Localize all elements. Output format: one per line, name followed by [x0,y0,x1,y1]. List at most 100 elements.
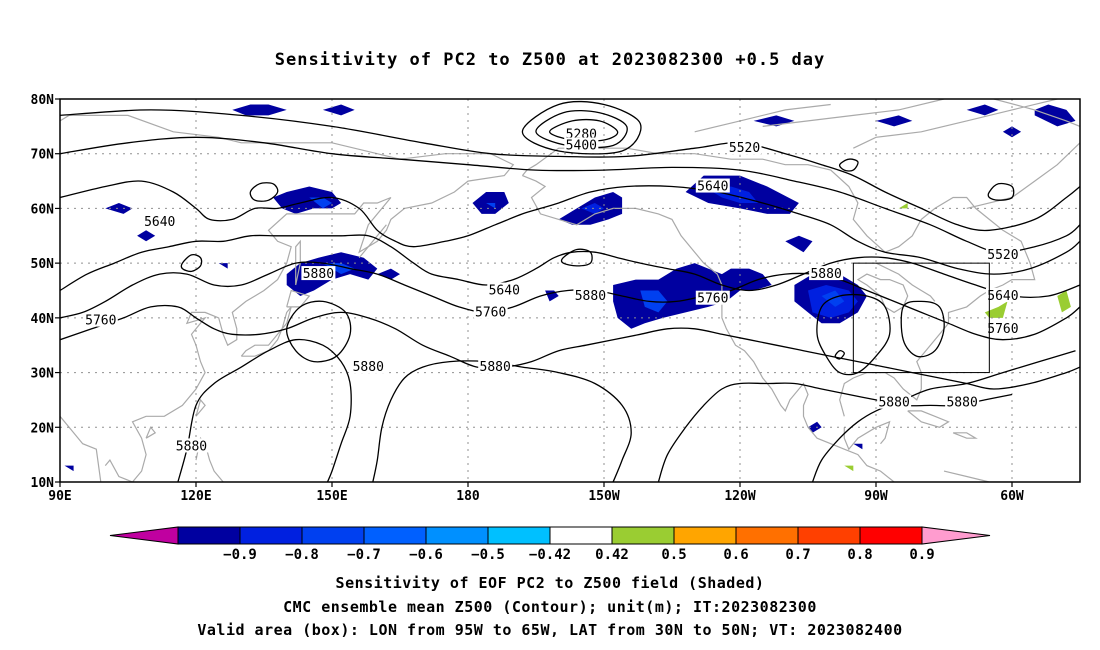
lon-tick-label: 60W [1000,489,1024,504]
lat-lon-grid [60,99,1080,482]
contour-label-bg [985,287,1020,302]
z500-contour-line [180,254,203,273]
contour-label-bg [142,214,177,229]
z500-contour-line [900,300,945,358]
lat-tick-label: 80N [31,93,55,108]
coastline-segment [295,239,301,286]
sensitivity-area [613,263,772,329]
z500-contour-line [60,234,1080,298]
caption-shaded: Sensitivity of EOF PC2 to Z500 field (Sh… [335,574,765,592]
contour-label: 5640 [697,180,728,195]
contour-label: 5760 [697,292,728,307]
sensitivity-area [785,235,813,253]
sensitivity-area [898,203,908,209]
colorbar-label: −0.6 [409,547,443,563]
colorbar-swatch [673,526,737,545]
colorbar-swatch [425,526,489,545]
sensitivity-area [876,115,913,127]
coastline-segment [856,273,909,314]
coastlines [60,99,1080,482]
colorbar-label: −0.42 [529,547,571,563]
contour-label: 5880 [176,439,207,454]
lon-tick-label: 150W [588,489,619,504]
colorbar-swatch [239,526,303,545]
colorbar-swatch [859,526,923,545]
lat-tick-label: 50N [31,257,55,272]
coastline-segment [60,415,102,482]
lon-tick-label: 90W [864,489,888,504]
colorbar-swatch [177,526,241,545]
contour-label: 5760 [85,314,116,329]
contour-label: 5640 [489,284,520,299]
map-frame [59,98,1081,483]
sensitivity-area [486,203,496,209]
coastline-segment [943,470,1015,482]
coastline-segment [522,175,895,482]
sensitivity-area [218,263,228,269]
colorbar-swatch [487,526,551,545]
lon-tick-label: 120E [180,489,211,504]
sensitivity-area [64,465,74,472]
sensitivity-area [322,104,355,116]
z500-contour-line [60,261,1080,341]
lat-tick-label: 30N [31,367,55,382]
colorbar-swatch [611,526,675,545]
caption-valid-area: Valid area (box): LON from 95W to 65W, L… [197,621,903,639]
colorbar-label: 0.5 [661,547,686,563]
z500-contour-line [834,349,845,360]
colorbar-label: 0.6 [723,547,748,563]
plot-title: Sensitivity of PC2 to Z500 at 2023082300… [274,50,826,70]
sensitivity-area [309,197,332,209]
lat-tick-label: 60N [31,202,55,217]
contour-label-bg [473,304,508,319]
colorbar-label: −0.7 [347,547,381,563]
contour-label-bg [877,394,912,409]
coastline-segment [907,410,950,428]
z500-contour-line [838,158,859,172]
contour-label-bg [945,394,980,409]
coastline-segment [286,289,311,308]
coastline-segment [694,103,831,133]
coastline-segment [853,99,1058,149]
contour-label: 5760 [987,322,1018,337]
contour-label: 5760 [475,305,506,320]
z500-contour-line [811,350,1076,482]
z500-contour-line [60,180,1080,275]
coastline-segment [843,420,891,451]
coastline-segment [358,224,387,259]
coastline-segment [993,99,1080,127]
sensitivity-area [232,104,287,116]
colorbar-swatch [797,526,861,545]
z500-contour-line [657,382,1013,482]
lon-tick-label: 90E [48,489,71,504]
z500-contour-line [521,100,642,155]
coastline-segment [145,426,157,439]
contour-label-bg [564,137,599,152]
colorbar-swatch [363,526,427,545]
colorbar-label: 0.7 [785,547,810,563]
z500-contour-line [372,360,632,482]
colorbar-high-end [921,526,991,545]
contour-label: 5640 [144,215,175,230]
sensitivity-area [273,186,342,214]
contour-label-bg [573,287,608,302]
lat-tick-label: 70N [31,148,55,163]
colorbar: −0.9 −0.8 −0.7 −0.6 −0.5 −0.42 0.42 0.5 0.6 0.7 0.… [109,526,991,563]
colorbar-low-end [109,526,179,545]
valid-area-box [852,262,990,374]
colorbar-label: 0.8 [847,547,872,563]
contour-label-bg [174,438,209,453]
contour-label: 5880 [575,289,606,304]
colorbar-label: −0.8 [285,547,319,563]
caption-contour: CMC ensemble mean Z500 (Contour); unit(m… [283,598,817,616]
z500-contour-line [249,182,279,202]
colorbar-label: −0.5 [471,547,505,563]
contour-label-bg [695,178,730,193]
contour-label-bg [727,140,762,155]
z500-contour-line [60,304,1080,390]
contour-label: 5880 [810,267,841,282]
coastline-segment [762,99,945,127]
z500-contour-line [60,136,1080,253]
z500-contour-line [560,248,593,267]
